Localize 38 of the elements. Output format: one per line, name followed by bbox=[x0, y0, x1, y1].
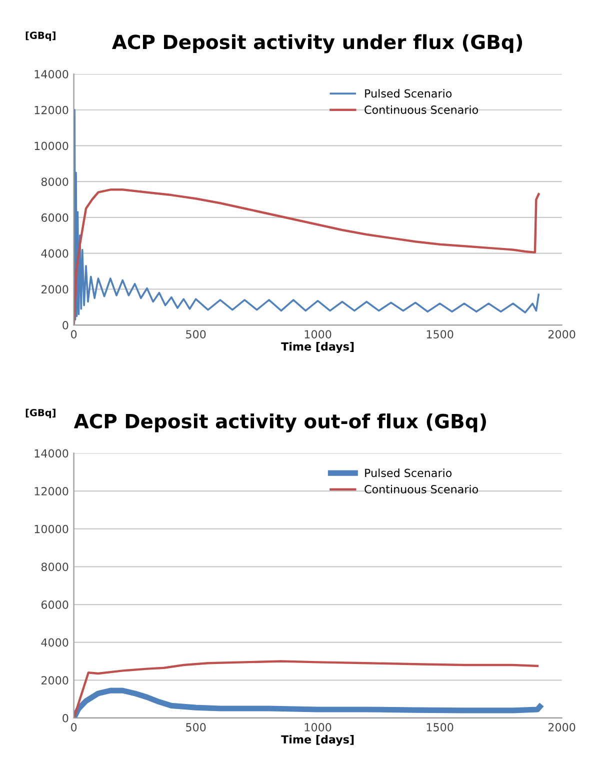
x-tick-label: 500 bbox=[186, 330, 206, 338]
y-tick-label: 8000 bbox=[41, 178, 68, 186]
x-tick-label: 1500 bbox=[426, 330, 454, 338]
legend-label: Continuous Scenario bbox=[364, 105, 478, 114]
y-tick-label: 6000 bbox=[41, 600, 68, 609]
y-tick-label: 14000 bbox=[34, 449, 68, 458]
x-tick-label: 1000 bbox=[304, 330, 332, 338]
y-tick-label: 12000 bbox=[34, 487, 68, 496]
y-tick-label: 10000 bbox=[34, 142, 68, 150]
y-tick-label: 4000 bbox=[41, 638, 68, 647]
y-tick-label: 0 bbox=[62, 714, 68, 722]
line-series bbox=[74, 188, 540, 326]
y-tick-label: 6000 bbox=[41, 213, 68, 222]
y-axis-title: [GBq] bbox=[26, 31, 56, 41]
y-tick-label: 10000 bbox=[34, 524, 68, 534]
y-tick-label: 8000 bbox=[41, 562, 68, 572]
x-tick-label: 2000 bbox=[548, 723, 576, 732]
x-tick-label: 2000 bbox=[548, 330, 576, 338]
y-tick-label: 0 bbox=[62, 321, 68, 330]
x-axis-title: Time [days] bbox=[281, 734, 354, 746]
y-tick-label: 14000 bbox=[34, 70, 68, 78]
x-tick-label: 0 bbox=[71, 330, 77, 338]
legend-label: Pulsed Scenario bbox=[365, 89, 452, 98]
x-tick-label: 0 bbox=[71, 723, 77, 732]
y-tick-label: 4000 bbox=[41, 249, 68, 258]
legend-label: Pulsed Scenario bbox=[365, 468, 452, 478]
y-axis-title: [GBq] bbox=[26, 408, 56, 418]
line-series bbox=[74, 660, 539, 718]
y-tick-label: 2000 bbox=[41, 676, 68, 685]
chart-title: ACP Deposit activity out-of flux (GBq) bbox=[74, 413, 486, 432]
y-tick-label: 2000 bbox=[41, 285, 68, 294]
legend-label: Continuous Scenario bbox=[364, 484, 478, 494]
x-axis-title: Time [days] bbox=[281, 342, 354, 353]
x-tick-label: 1000 bbox=[304, 723, 332, 732]
chart-title: ACP Deposit activity under flux (GBq) bbox=[112, 34, 522, 54]
x-tick-label: 500 bbox=[186, 723, 206, 732]
y-tick-label: 12000 bbox=[34, 106, 68, 114]
x-tick-label: 1500 bbox=[426, 723, 454, 732]
